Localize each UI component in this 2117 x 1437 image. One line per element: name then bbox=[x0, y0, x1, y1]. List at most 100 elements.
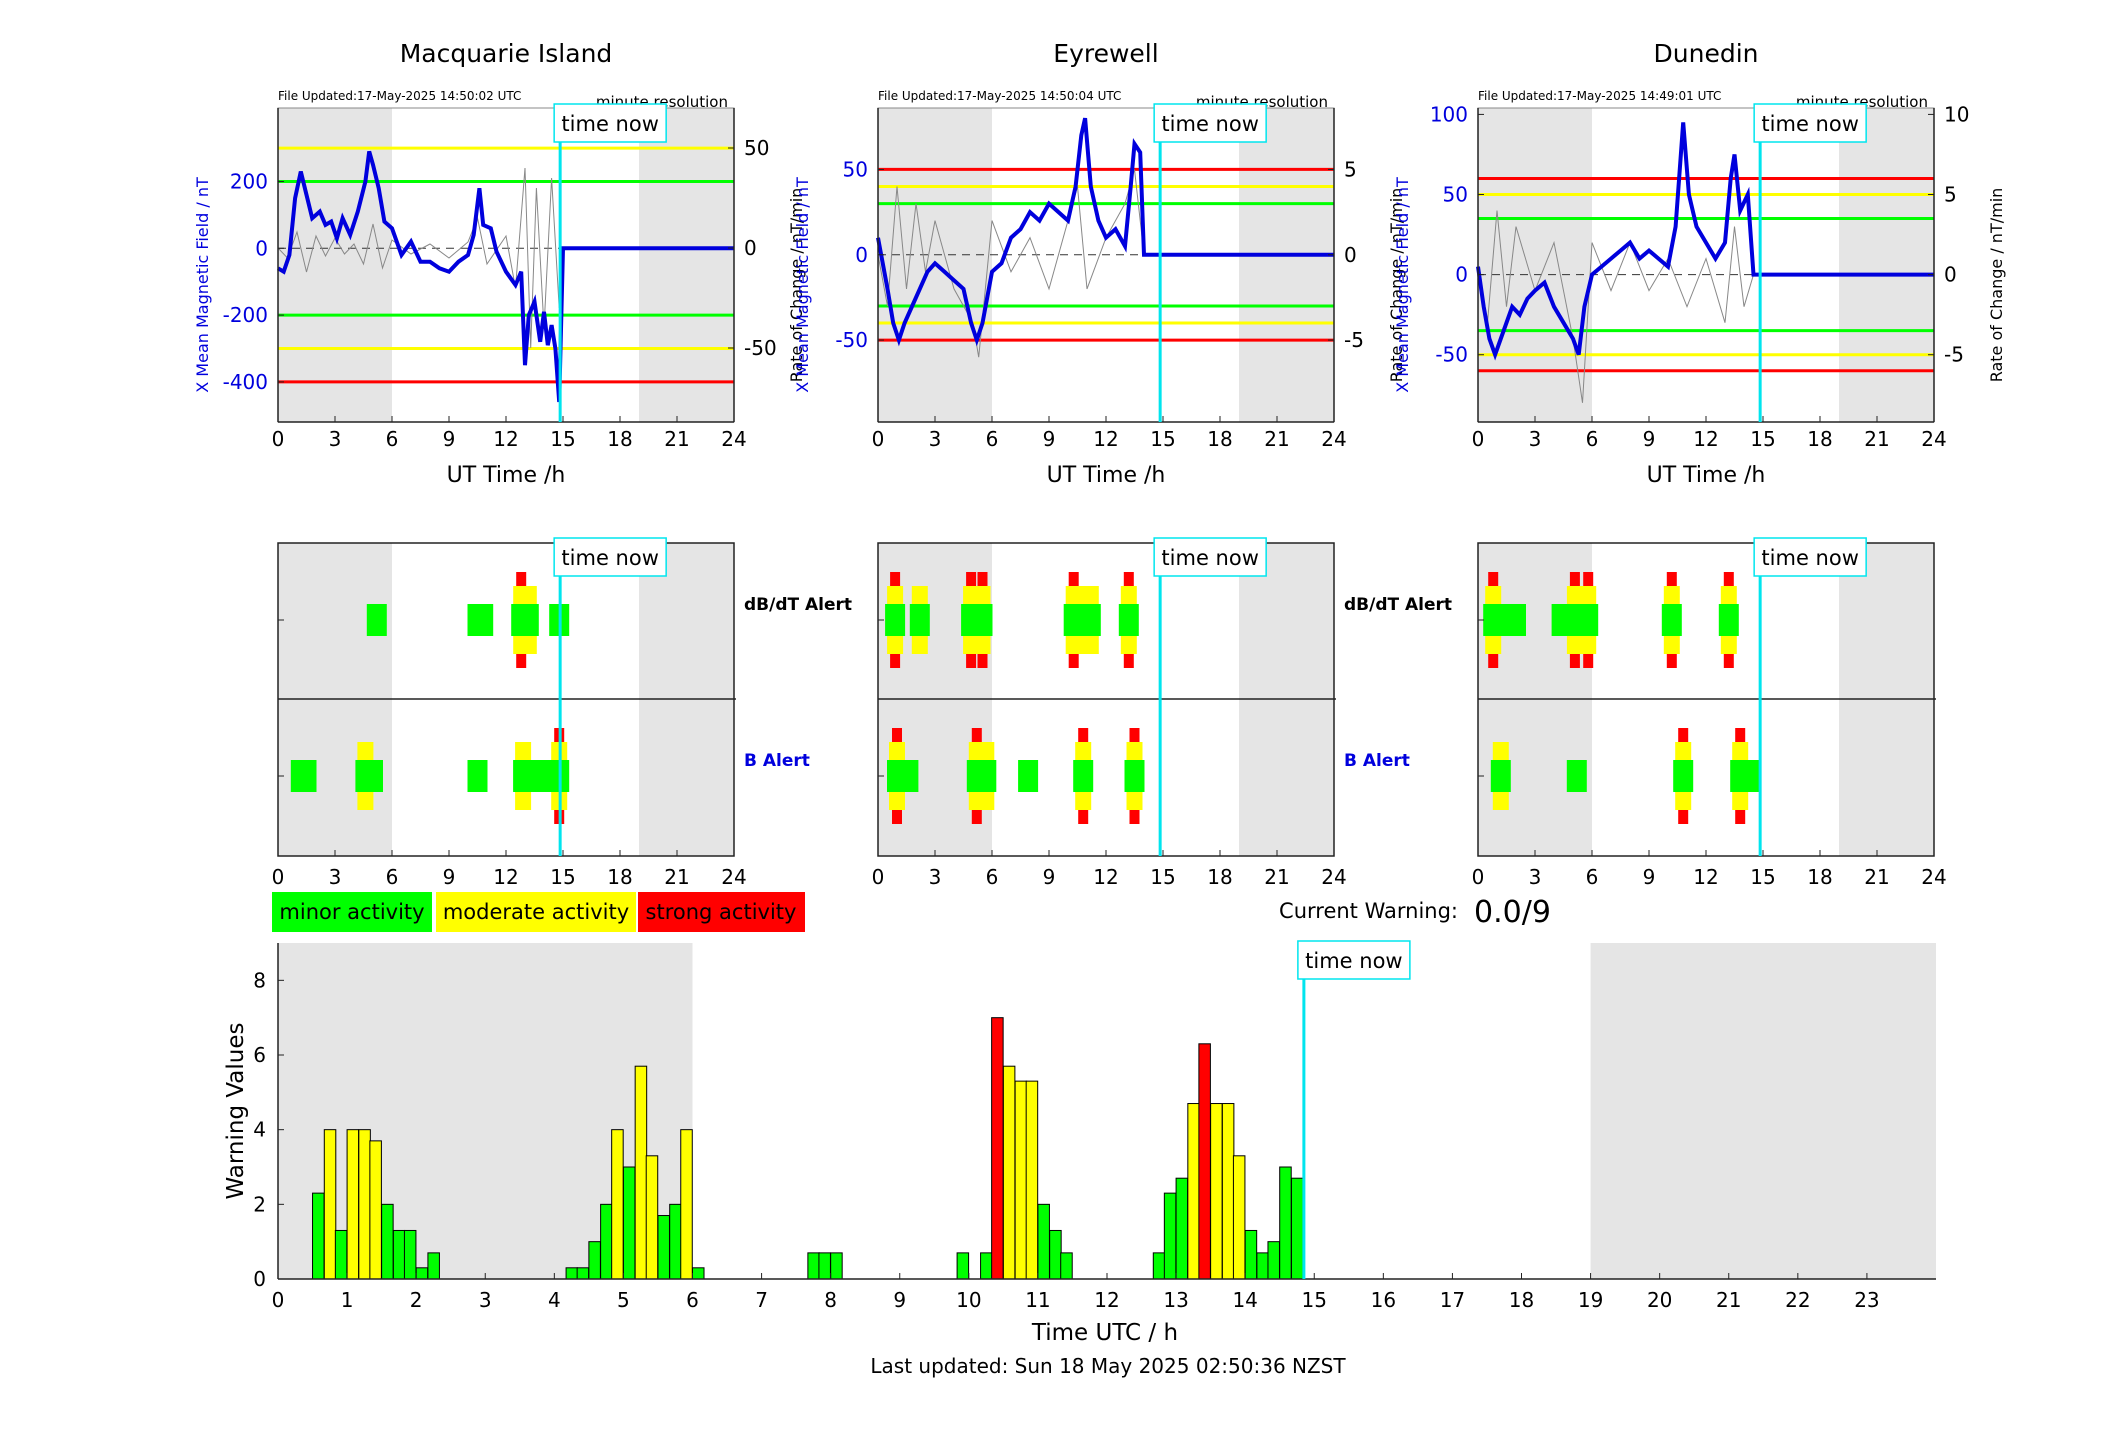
x-tick-label: 16 bbox=[1371, 1288, 1396, 1312]
warning-bar bbox=[323, 1129, 337, 1280]
warning-bar bbox=[645, 1155, 659, 1280]
right-tick-label: 10 bbox=[1944, 102, 1969, 126]
warning-bar bbox=[415, 1267, 429, 1280]
right-tick-label: -50 bbox=[744, 336, 777, 360]
warning-bar bbox=[657, 1215, 670, 1280]
right-tick-label: 5 bbox=[1944, 183, 1957, 207]
alert-x-tick-label: 12 bbox=[493, 865, 518, 889]
left-y-label: X Mean Magnetic Field / nT bbox=[193, 177, 212, 393]
x-tick-label: 9 bbox=[1043, 427, 1056, 451]
station-panel-2: Dunedin File Updated:17-May-2025 14:49:01… bbox=[1393, 39, 2006, 889]
y-tick-label: 2 bbox=[253, 1192, 266, 1216]
station-title: Dunedin bbox=[1654, 39, 1759, 68]
alert-x-tick-label: 21 bbox=[1264, 865, 1289, 889]
station-panel-1: Eyrewell File Updated:17-May-2025 14:50:0… bbox=[793, 39, 1452, 889]
alert-x-tick-label: 6 bbox=[1586, 865, 1599, 889]
x-tick-label: 0 bbox=[272, 427, 285, 451]
warning-bar bbox=[1279, 1166, 1292, 1280]
right-tick-label: -5 bbox=[1344, 328, 1364, 352]
warning-bar bbox=[680, 1129, 693, 1280]
right-tick-label: -5 bbox=[1944, 343, 1964, 367]
left-tick-label: 50 bbox=[843, 157, 868, 181]
alert-x-tick-label: 0 bbox=[1472, 865, 1485, 889]
warning-bar bbox=[1152, 1252, 1166, 1280]
b-alert-minor bbox=[1739, 760, 1760, 792]
alert-x-tick-label: 0 bbox=[872, 865, 885, 889]
alert-x-tick-label: 18 bbox=[1207, 865, 1232, 889]
alert-x-tick-label: 21 bbox=[1864, 865, 1889, 889]
rate-of-change-series bbox=[877, 169, 1145, 358]
dbdt-alert-minor bbox=[1506, 604, 1526, 636]
legend-strong-label: strong activity bbox=[646, 900, 797, 924]
alert-x-tick-label: 9 bbox=[1043, 865, 1056, 889]
x-tick-label: 4 bbox=[548, 1288, 561, 1312]
warning-bar bbox=[1060, 1252, 1073, 1280]
b-alert-label: B Alert bbox=[1344, 751, 1410, 771]
night-shade bbox=[639, 108, 734, 422]
b-alert-minor bbox=[1673, 760, 1694, 792]
x-tick-label: 7 bbox=[755, 1288, 768, 1312]
alert-x-tick-label: 12 bbox=[1093, 865, 1118, 889]
rate-of-change-series bbox=[277, 167, 564, 349]
warning-bar bbox=[427, 1252, 440, 1280]
warning-bar bbox=[346, 1129, 360, 1280]
night-shade bbox=[1239, 108, 1334, 422]
time-now-label: time now bbox=[1305, 949, 1402, 973]
station-panel-0: Macquarie Island File Updated:17-May-2025… bbox=[193, 39, 852, 889]
legend-minor-label: minor activity bbox=[279, 900, 424, 924]
station-title: Eyrewell bbox=[1053, 39, 1158, 68]
x-tick-label: 15 bbox=[550, 427, 575, 451]
x-tick-label: 22 bbox=[1785, 1288, 1810, 1312]
x-tick-label: 12 bbox=[1693, 427, 1718, 451]
right-tick-label: 0 bbox=[1344, 243, 1357, 267]
warning-bar bbox=[611, 1129, 624, 1280]
last-updated: Last updated: Sun 18 May 2025 02:50:36 N… bbox=[870, 1354, 1346, 1378]
file-updated: File Updated:17-May-2025 14:50:04 UTC bbox=[878, 89, 1121, 103]
x-tick-label: 21 bbox=[1864, 427, 1889, 451]
b-alert-minor bbox=[1073, 760, 1094, 792]
dbdt-alert-minor bbox=[972, 604, 993, 636]
time-now-box bbox=[1153, 537, 1267, 577]
x-tick-label: 21 bbox=[1264, 427, 1289, 451]
x-tick-label: 24 bbox=[1921, 427, 1946, 451]
x-tick-label: 12 bbox=[1093, 427, 1118, 451]
x-tick-label: 18 bbox=[607, 427, 632, 451]
warning-bar bbox=[312, 1192, 325, 1280]
b-alert-minor bbox=[296, 760, 317, 792]
warning-bar bbox=[1037, 1203, 1050, 1280]
x-tick-label: 23 bbox=[1854, 1288, 1879, 1312]
alert-x-tick-label: 3 bbox=[1529, 865, 1542, 889]
warning-bar bbox=[1221, 1103, 1235, 1280]
b-alert-minor bbox=[363, 760, 383, 792]
dbdt-alert-minor bbox=[1118, 604, 1139, 636]
alert-x-tick-label: 3 bbox=[329, 865, 342, 889]
x-tick-label: 0 bbox=[1472, 427, 1485, 451]
x-tick-label: 0 bbox=[872, 427, 885, 451]
left-tick-label: 100 bbox=[1430, 102, 1468, 126]
alert-x-tick-label: 18 bbox=[607, 865, 632, 889]
warning-bar bbox=[600, 1203, 613, 1280]
x-tick-label: 15 bbox=[1750, 427, 1775, 451]
dbdt-alert-minor bbox=[909, 604, 930, 636]
x-tick-label: 3 bbox=[479, 1288, 492, 1312]
x-axis-label: UT Time /h bbox=[1047, 463, 1166, 488]
warning-bar bbox=[358, 1129, 371, 1280]
warning-bar bbox=[980, 1252, 993, 1280]
warning-bar bbox=[1163, 1192, 1177, 1280]
warning-bar bbox=[588, 1241, 601, 1280]
left-tick-label: -50 bbox=[1435, 343, 1468, 367]
alert-x-tick-label: 9 bbox=[1643, 865, 1656, 889]
dbdt-alert-minor bbox=[366, 604, 387, 636]
x-tick-label: 15 bbox=[1302, 1288, 1327, 1312]
file-updated: File Updated:17-May-2025 14:50:02 UTC bbox=[278, 89, 521, 103]
alert-x-tick-label: 6 bbox=[986, 865, 999, 889]
alert-x-tick-label: 15 bbox=[1150, 865, 1175, 889]
dbdt-alert-label: dB/dT Alert bbox=[744, 595, 852, 615]
time-now-box bbox=[1753, 537, 1867, 577]
time-now-label: time now bbox=[1761, 546, 1858, 570]
warning-bar bbox=[692, 1267, 705, 1280]
alert-x-tick-label: 9 bbox=[443, 865, 456, 889]
night-shade bbox=[1839, 108, 1934, 422]
left-y-label: X Mean Magnetic Field / nT bbox=[1393, 177, 1412, 393]
legend-minor-swatch bbox=[272, 892, 432, 932]
